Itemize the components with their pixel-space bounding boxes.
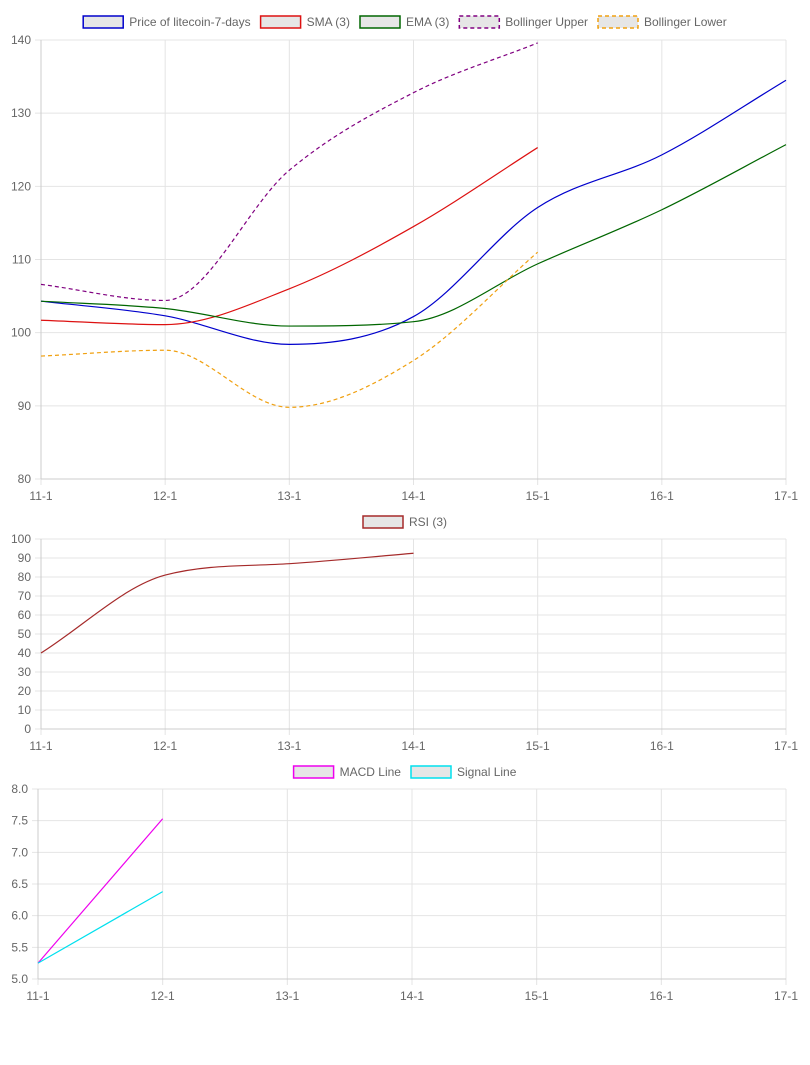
legend-label: MACD Line — [340, 765, 402, 779]
legend-item-ema-3[interactable]: EMA (3) — [359, 15, 449, 29]
y-tick-label: 100 — [11, 326, 31, 340]
y-tick-label: 70 — [18, 589, 32, 603]
legend-item-bollinger-upper[interactable]: Bollinger Upper — [458, 15, 588, 29]
y-tick-label: 5.0 — [11, 972, 28, 986]
legend-swatch — [292, 765, 335, 779]
legend: Price of litecoin-7-days SMA (3) EMA (3) Bo… — [82, 15, 727, 29]
series-line-signal-line — [37, 891, 163, 964]
x-tick-label: 12-1 — [151, 989, 175, 1003]
x-tick-label: 14-1 — [401, 739, 425, 753]
series-line-sma-3 — [40, 147, 538, 326]
x-tick-label: 12-1 — [153, 739, 177, 753]
series-line-bollinger-lower — [40, 251, 539, 408]
y-tick-label: 10 — [18, 703, 32, 717]
grid-lines — [32, 788, 787, 985]
legend-label: Bollinger Lower — [644, 15, 727, 29]
y-tick-label: 100 — [11, 532, 31, 546]
x-tick-label: 16-1 — [649, 989, 673, 1003]
y-tick-label: 60 — [18, 608, 32, 622]
legend-item-macd-line[interactable]: MACD Line — [292, 765, 402, 779]
y-tick-label: 110 — [12, 253, 31, 267]
grid-lines — [35, 538, 787, 735]
x-tick-label: 13-1 — [275, 989, 299, 1003]
x-tick-label: 15-1 — [526, 739, 550, 753]
y-tick-label: 90 — [18, 399, 32, 413]
x-tick-label: 15-1 — [525, 989, 549, 1003]
y-tick-label: 6.5 — [11, 877, 28, 891]
x-tick-label: 13-1 — [277, 739, 301, 753]
legend-swatch — [458, 15, 501, 29]
legend-label: Bollinger Upper — [505, 15, 588, 29]
y-tick-label: 40 — [18, 646, 32, 660]
x-tick-label: 13-1 — [277, 489, 301, 503]
x-tick-label: 16-1 — [650, 739, 674, 753]
legend-item-rsi-3[interactable]: RSI (3) — [362, 515, 447, 529]
y-tick-label: 80 — [18, 570, 32, 584]
y-tick-label: 7.5 — [11, 814, 28, 828]
y-tick-label: 90 — [18, 551, 32, 565]
legend-item-sma-3[interactable]: SMA (3) — [259, 15, 350, 29]
y-tick-label: 80 — [18, 472, 32, 486]
y-tick-label: 30 — [18, 665, 32, 679]
legend-label: EMA (3) — [406, 15, 449, 29]
legend-item-signal-line[interactable]: Signal Line — [410, 765, 517, 779]
series-line-ema-3 — [40, 144, 787, 327]
y-tick-label: 140 — [11, 33, 31, 47]
legend-item-price-of-litecoin-7-days[interactable]: Price of litecoin-7-days — [82, 15, 251, 29]
y-tick-label: 20 — [18, 684, 32, 698]
y-tick-label: 130 — [11, 106, 31, 120]
series-line-bollinger-upper — [40, 42, 538, 302]
legend-swatch — [362, 515, 404, 529]
legend: RSI (3) — [362, 515, 447, 529]
legend-swatch — [82, 15, 124, 29]
legend-swatch — [410, 765, 452, 779]
y-tick-label: 0 — [24, 722, 31, 736]
x-tick-label: 11-1 — [29, 739, 52, 753]
x-tick-label: 11-1 — [29, 489, 52, 503]
series-line-macd-line — [37, 818, 164, 964]
x-tick-label: 16-1 — [650, 489, 674, 503]
x-tick-label: 12-1 — [153, 489, 177, 503]
y-tick-label: 120 — [11, 179, 31, 193]
x-tick-label: 14-1 — [400, 989, 424, 1003]
legend-swatch — [259, 15, 302, 29]
rsi-chart-panel: 0 10 20 30 40 50 60 70 80 90 100 11-1 12-1 13-1 14-1 15… — [11, 515, 798, 753]
legend: MACD Line Signal Line — [292, 765, 517, 779]
legend-label: RSI (3) — [409, 515, 447, 529]
macd-chart-panel: 5.0 5.5 6.0 6.5 7.0 7.5 8.0 11-1 12-1 13-1 14-1 15-… — [11, 765, 798, 1003]
legend-item-bollinger-lower[interactable]: Bollinger Lower — [597, 15, 727, 29]
grid-lines — [35, 39, 787, 485]
series-line-price-of-litecoin-7-days — [40, 79, 787, 345]
x-tick-label: 11-1 — [26, 989, 49, 1003]
x-tick-label: 17-1 — [774, 989, 798, 1003]
y-tick-label: 8.0 — [11, 782, 28, 796]
y-tick-label: 50 — [18, 627, 32, 641]
y-tick-label: 6.0 — [11, 909, 28, 923]
legend-swatch — [597, 15, 639, 29]
legend-label: Price of litecoin-7-days — [129, 15, 250, 29]
legend-label: Signal Line — [457, 765, 517, 779]
x-tick-label: 17-1 — [774, 739, 798, 753]
x-tick-label: 17-1 — [774, 489, 798, 503]
x-tick-label: 14-1 — [401, 489, 425, 503]
legend-label: SMA (3) — [307, 15, 350, 29]
y-tick-label: 5.5 — [11, 940, 28, 954]
y-tick-label: 7.0 — [11, 845, 28, 859]
series-line-rsi-3 — [40, 552, 414, 654]
price-chart-panel: 80 90 100 110 120 130 140 11-1 12-1 13-1 14-1 15-1 1… — [11, 15, 798, 503]
legend-swatch — [359, 15, 401, 29]
x-tick-label: 15-1 — [526, 489, 550, 503]
